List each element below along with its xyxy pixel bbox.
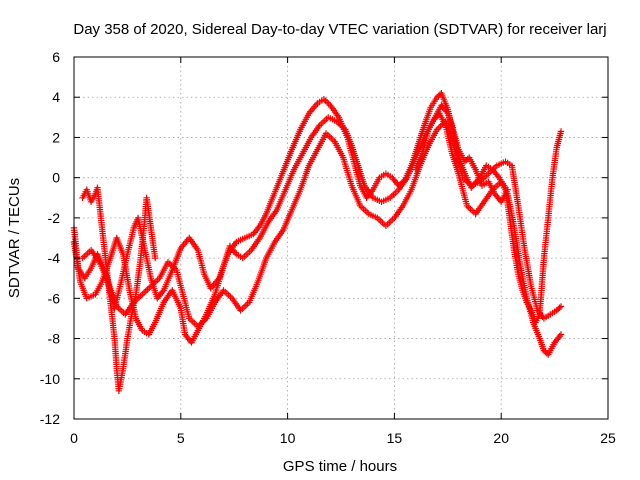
y-tick-label: -2 (48, 210, 61, 226)
y-tick-label: -8 (48, 331, 61, 347)
data-point (557, 128, 565, 135)
data-point (152, 254, 159, 262)
chart-title: Day 358 of 2020, Sidereal Day-to-day VTE… (73, 21, 606, 38)
y-tick-label: -4 (48, 250, 61, 266)
x-axis-label: GPS time / hours (283, 458, 397, 475)
y-tick-label: -6 (48, 290, 61, 306)
data-point (556, 304, 563, 311)
y-tick-label: 4 (52, 89, 60, 105)
x-tick-label: 5 (177, 430, 185, 446)
series-track-d (79, 184, 159, 394)
x-tick-label: 15 (387, 430, 403, 446)
x-tick-label: 0 (70, 430, 78, 446)
plot-frame (73, 56, 609, 420)
x-tick-label: 20 (493, 430, 509, 446)
data-point (504, 186, 511, 193)
y-tick-label: 2 (52, 129, 60, 145)
data-point (323, 99, 331, 106)
series-track-e (412, 102, 511, 205)
y-tick-label: -12 (40, 411, 60, 427)
x-tick-labels: 0 5 10 15 20 25 (70, 430, 616, 446)
y-tick-label: -10 (40, 371, 60, 387)
axis-ticks (73, 56, 609, 420)
y-axis-label: SDTVAR / TECUs (6, 178, 23, 298)
data-point (557, 331, 565, 338)
x-tick-label: 25 (600, 430, 616, 446)
y-tick-label: 6 (52, 49, 60, 65)
series-track-b (70, 110, 565, 358)
y-tick-label: 0 (52, 170, 60, 186)
y-tick-labels: -12 -10 -8 -6 -4 -2 0 2 4 6 (40, 49, 60, 427)
data-point (557, 303, 565, 310)
x-tick-label: 10 (280, 430, 296, 446)
gridlines (74, 57, 608, 419)
data-marks (70, 90, 565, 394)
data-point (322, 97, 329, 104)
